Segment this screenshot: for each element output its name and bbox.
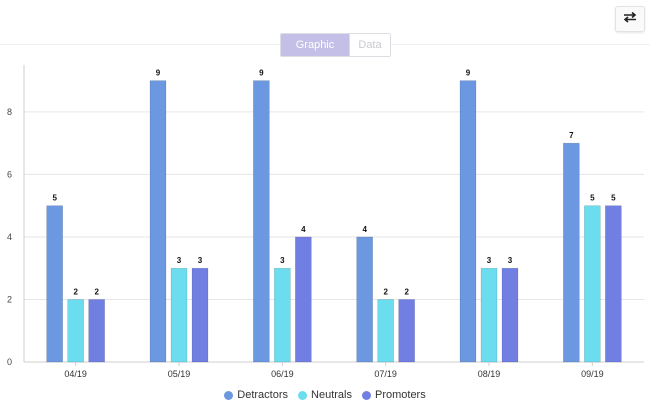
y-tick-label: 4 [7,232,12,242]
bar-neutrals [170,267,188,363]
view-toggle: Graphic Data [280,33,391,57]
y-tick-label: 8 [7,107,12,117]
swap-axes-button[interactable] [615,6,645,32]
bar-detractors [356,236,373,363]
data-label: 3 [508,256,513,265]
x-tick-label: 09/19 [581,369,604,379]
data-label: 9 [156,69,161,78]
data-label: 7 [569,131,574,140]
data-label: 2 [404,287,409,296]
x-tick-label: 05/19 [168,369,191,379]
tab-data[interactable]: Data [349,34,390,56]
data-label: 9 [259,69,264,78]
bar-promoters [398,299,415,363]
data-label: 5 [590,194,595,203]
legend-label: Promoters [374,389,426,401]
x-tick-label: 08/19 [478,369,501,379]
legend-label: Detractors [237,389,289,401]
data-label: 9 [466,69,471,78]
y-tick-label: 2 [7,294,12,304]
data-label: 3 [487,256,492,265]
legend-marker [298,390,308,400]
bar-detractors [149,80,167,363]
bar-neutrals [377,299,394,363]
legend-marker [361,390,371,400]
chart-legend: Detractors Neutrals Promoters [0,389,650,401]
y-tick-label: 0 [7,357,12,367]
bar-detractors [46,205,63,363]
data-label: 3 [280,256,285,265]
bar-detractors [563,142,580,363]
data-label: 5 [611,194,616,203]
bar-promoters [605,205,622,363]
legend-label: Neutrals [311,389,352,401]
bar-promoters [88,299,105,363]
bar-promoters [501,267,519,363]
data-label: 4 [362,225,367,234]
legend-item[interactable]: Detractors [224,389,288,401]
y-tick-label: 6 [7,169,12,179]
legend-item[interactable]: Neutrals [298,389,352,401]
bar-promoters [191,267,209,363]
bar-promoters [295,236,312,363]
legend-marker [224,390,234,400]
bar-neutrals [584,205,601,363]
bar-neutrals [274,267,291,363]
bar-detractors [253,80,270,363]
x-tick-label: 07/19 [374,369,397,379]
x-tick-label: 04/19 [64,369,87,379]
legend-item[interactable]: Promoters [361,389,426,401]
data-label: 3 [198,256,203,265]
data-label: 2 [94,287,99,296]
swap-arrows-icon [623,10,637,28]
data-label: 2 [73,287,78,296]
data-label: 2 [383,287,388,296]
data-label: 5 [52,194,57,203]
bar-neutrals [480,267,498,363]
data-label: 4 [301,225,306,234]
bar-detractors [459,80,477,363]
x-tick-label: 06/19 [271,369,294,379]
tab-graphic[interactable]: Graphic [281,34,349,56]
bar-neutrals [67,299,84,363]
data-label: 3 [177,256,182,265]
